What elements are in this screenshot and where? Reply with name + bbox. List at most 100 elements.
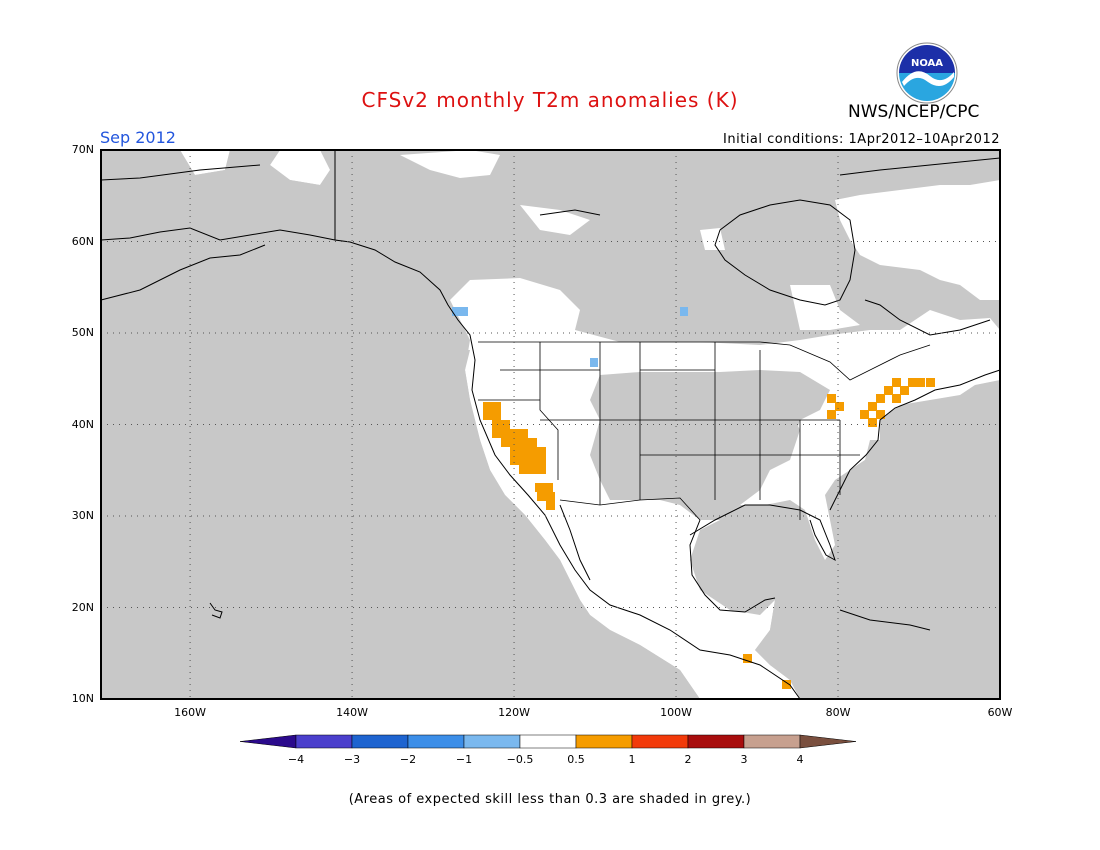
longitude-label: 160W <box>174 706 207 719</box>
warm-anomaly-cell <box>483 411 492 420</box>
warm-anomaly-cell <box>492 411 501 420</box>
border-line <box>478 341 931 381</box>
warm-anomaly-cell <box>900 386 909 395</box>
warm-anomaly-cell <box>884 386 893 395</box>
skill-footnote: (Areas of expected skill less than 0.3 a… <box>348 792 752 807</box>
warm-anomaly-cell <box>528 456 537 465</box>
warm-anomaly-cell <box>537 465 546 474</box>
coastline <box>334 150 801 700</box>
coastline <box>100 244 266 301</box>
coastline <box>539 209 601 216</box>
colorbar-segment <box>295 734 353 749</box>
warm-anomaly-cell <box>892 378 901 387</box>
warm-anomaly-cell <box>876 394 885 403</box>
colorbar-segment <box>687 734 745 749</box>
coastline <box>209 602 223 619</box>
warm-anomaly-cell <box>916 378 925 387</box>
warm-anomaly-cell <box>492 402 501 411</box>
latitude-label: 70N <box>71 143 94 156</box>
latitude-label: 10N <box>71 692 94 705</box>
warm-anomaly-cell <box>835 402 844 411</box>
coastlines <box>100 150 1001 700</box>
warm-anomaly-cell <box>501 420 510 429</box>
low-skill-region <box>101 350 700 699</box>
warm-anomaly-cell <box>519 456 528 465</box>
coastline <box>100 164 261 181</box>
warm-anomaly-cell <box>519 447 528 456</box>
low-skill-region <box>755 440 1000 699</box>
colorbar-segment <box>519 734 577 749</box>
warm-anomaly-cell <box>782 680 791 689</box>
colorbar-label: −1 <box>455 753 473 766</box>
map-frame <box>100 149 1001 700</box>
warm-anomaly-cell <box>492 429 501 438</box>
warm-anomaly-cell <box>510 429 519 438</box>
colorbar-segment <box>407 734 465 749</box>
initial-conditions: Initial conditions: 1Apr2012–10Apr2012 <box>723 132 1000 147</box>
warm-anomaly-cell <box>868 402 877 411</box>
warm-anomaly-cell <box>519 465 528 474</box>
coastline <box>100 227 336 241</box>
warm-anomaly-cell <box>546 501 555 510</box>
colorbar-label: 4 <box>796 753 804 766</box>
warm-anomaly-cell <box>537 447 546 456</box>
warm-anomaly-cell <box>519 429 528 438</box>
warm-anomaly-cell <box>483 402 492 411</box>
warm-anomaly-cell <box>546 492 555 501</box>
latitude-label: 40N <box>71 417 94 431</box>
latitude-label: 30N <box>71 509 94 522</box>
colorbar <box>239 734 857 749</box>
coastline <box>689 504 836 562</box>
warm-anomaly-cell <box>519 438 528 447</box>
warm-anomaly-cell <box>827 394 836 403</box>
coastline <box>839 609 931 631</box>
agency-label: NWS/NCEP/CPC <box>848 102 980 122</box>
longitude-label: 120W <box>498 706 530 719</box>
coastline <box>714 199 856 306</box>
low-skill-region <box>640 405 700 470</box>
warm-anomaly-cell <box>492 420 501 429</box>
logo-text: NOAA <box>911 58 943 69</box>
warm-anomaly-cell <box>537 456 546 465</box>
warm-anomaly-cell <box>892 394 901 403</box>
warm-anomaly-cell <box>535 483 544 492</box>
no-mask-region <box>835 180 1000 300</box>
coastline <box>864 299 991 336</box>
cool-anomaly-cell <box>590 358 598 367</box>
colorbar-segment <box>351 734 409 749</box>
white-areas <box>101 150 1000 699</box>
warm-anomaly-cell <box>860 410 869 419</box>
warm-anomaly-cell <box>868 418 877 427</box>
colorbar-arrow-low <box>239 734 297 749</box>
warm-anomaly-cell <box>528 465 537 474</box>
colorbar-segment <box>631 734 689 749</box>
border-line <box>478 399 840 421</box>
coastline <box>689 519 776 613</box>
cool-anomaly-cell <box>452 307 460 316</box>
colorbar-segment <box>743 734 801 749</box>
colorbar-segment <box>575 734 633 749</box>
colorbar-label: −0.5 <box>506 753 534 766</box>
warm-anomaly-cell <box>926 378 935 387</box>
warm-anomaly-cell <box>544 483 553 492</box>
colorbar-label: −2 <box>399 753 417 766</box>
longitude-label: 60W <box>987 706 1013 719</box>
latitude-label: 60N <box>71 234 94 248</box>
noaa-logo-icon: NOAA <box>896 42 958 104</box>
cool-anomaly-cell <box>680 307 688 316</box>
forecast-month: Sep 2012 <box>100 128 176 147</box>
no-mask-region <box>790 285 860 330</box>
coastline <box>559 504 591 581</box>
colorbar-arrow-high <box>799 734 857 749</box>
colorbar-label: 1 <box>628 753 636 766</box>
latitude-label: 50N <box>71 326 94 339</box>
state-borders <box>478 341 931 521</box>
colorbar-label: −3 <box>343 753 361 766</box>
anomaly-cells <box>452 307 935 689</box>
colorbar-label: 2 <box>684 753 692 766</box>
colorbar-label: 3 <box>740 753 748 766</box>
warm-anomaly-cell <box>528 438 537 447</box>
warm-anomaly-cell <box>510 438 519 447</box>
warm-anomaly-cell <box>537 492 546 501</box>
